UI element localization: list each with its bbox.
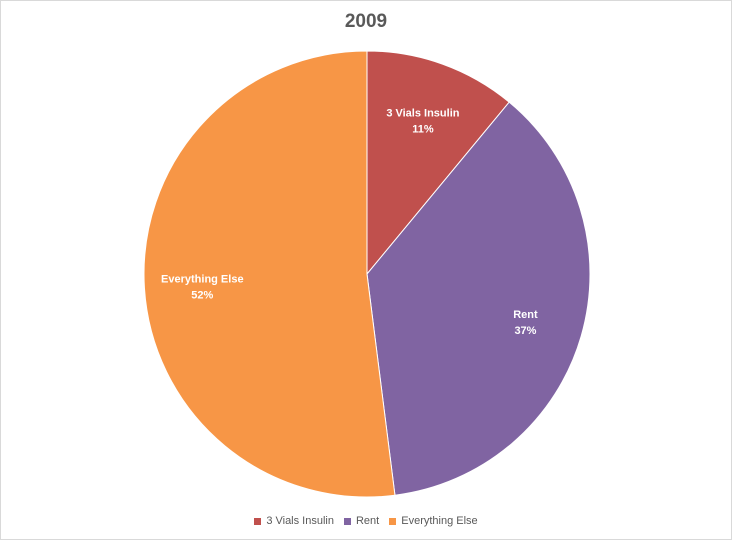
data-label-value-insulin: 11% xyxy=(412,124,434,136)
legend-swatch-everything-else xyxy=(389,517,397,525)
data-label-category-rent: Rent xyxy=(513,309,538,321)
legend-label-insulin: 3 Vials Insulin xyxy=(266,515,334,527)
legend-label-rent: Rent xyxy=(355,515,380,527)
data-label-value-everything-else: 52% xyxy=(191,289,213,301)
data-label-insulin: 3 Vials Insulin 11% xyxy=(386,108,459,136)
data-label-category-insulin: 3 Vials Insulin xyxy=(386,108,459,120)
data-label-everything-else: Everything Else 52% xyxy=(161,273,244,301)
legend-item-everything-else: Everything Else xyxy=(389,515,478,527)
legend-swatch-rent xyxy=(343,517,351,525)
data-labels: 3 Vials Insulin 11% Rent 37% Everything Else… xyxy=(161,108,538,337)
pie-slice-rent xyxy=(366,101,591,496)
pie-slice-insulin xyxy=(366,50,510,276)
legend-swatch-insulin xyxy=(254,517,262,525)
legend-label-everything-else: Everything Else xyxy=(401,515,478,527)
pie-slices xyxy=(143,50,591,498)
data-label-category-everything-else: Everything Else xyxy=(161,273,244,285)
pie-slice-everything-else xyxy=(143,50,396,498)
legend-item-insulin: 3 Vials Insulin xyxy=(254,515,334,527)
data-label-value-rent: 37% xyxy=(514,325,536,337)
legend-item-rent: Rent xyxy=(343,515,380,527)
legend: 3 Vials Insulin Rent Everything Else xyxy=(1,515,731,527)
data-label-rent: Rent 37% xyxy=(513,309,538,337)
chart-title: 2009 xyxy=(344,11,388,32)
